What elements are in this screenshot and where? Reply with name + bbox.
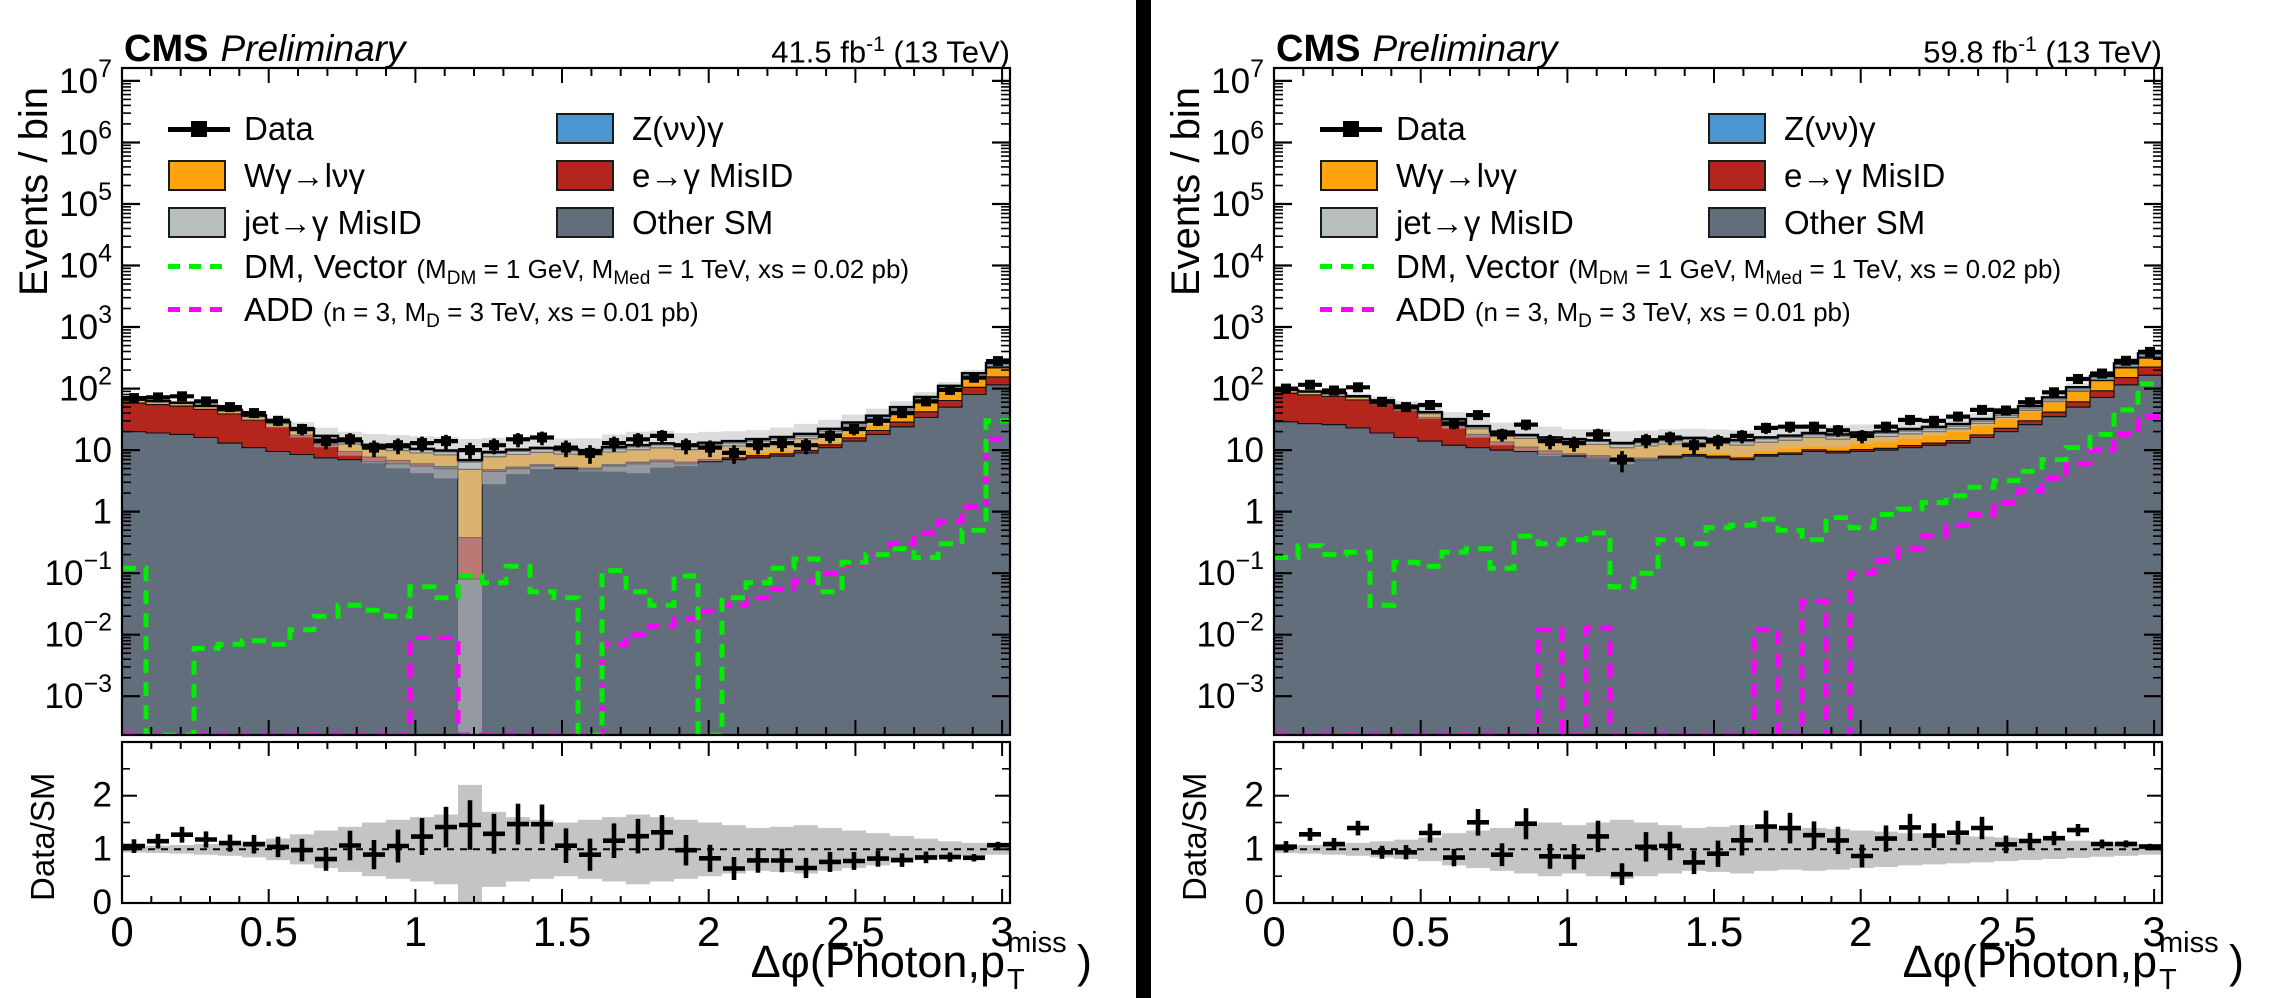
svg-text:107: 107 bbox=[59, 55, 112, 101]
svg-text:106: 106 bbox=[59, 117, 112, 163]
experiment-label: CMS bbox=[124, 28, 209, 70]
ratio-axis-title: Data/SM bbox=[1176, 772, 1213, 901]
svg-text:106: 106 bbox=[1211, 117, 1264, 163]
svg-text:2.5: 2.5 bbox=[826, 908, 884, 955]
svg-text:0.5: 0.5 bbox=[1392, 908, 1450, 955]
svg-text:107: 107 bbox=[1211, 55, 1264, 101]
status-label: Preliminary bbox=[1372, 28, 1558, 69]
svg-text:104: 104 bbox=[1211, 240, 1264, 286]
svg-text:0: 0 bbox=[1262, 908, 1285, 955]
svg-text:1.5: 1.5 bbox=[533, 908, 591, 955]
svg-text:10−1: 10−1 bbox=[45, 547, 112, 593]
svg-text:0: 0 bbox=[93, 883, 112, 922]
svg-text:3: 3 bbox=[990, 908, 1013, 955]
svg-text:103: 103 bbox=[1211, 301, 1264, 347]
y-axis-title: Events / bin bbox=[12, 86, 56, 296]
svg-text:1: 1 bbox=[1245, 493, 1264, 532]
svg-text:10: 10 bbox=[1225, 431, 1264, 470]
svg-text:1: 1 bbox=[93, 493, 112, 532]
experiment-label: CMS bbox=[1276, 28, 1361, 70]
pt-miss-symbol: miss T bbox=[2159, 927, 2219, 996]
plot-left: 107 106 105 104 103 102 10 1 10−1 10−2 10−3 0 1 2 0 0.5… bbox=[0, 0, 1132, 998]
svg-text:10−3: 10−3 bbox=[1197, 670, 1264, 716]
pt-miss-symbol: miss T bbox=[1007, 927, 1067, 996]
svg-text:0.5: 0.5 bbox=[240, 908, 298, 955]
ratio-axis-title: Data/SM bbox=[24, 772, 61, 901]
status-label: Preliminary bbox=[220, 28, 406, 69]
svg-text:2.5: 2.5 bbox=[1978, 908, 2036, 955]
svg-text:10−3: 10−3 bbox=[45, 670, 112, 716]
svg-text:1: 1 bbox=[93, 829, 112, 868]
svg-text:1: 1 bbox=[1556, 908, 1579, 955]
x-axis-title: Δφ(Photon,p miss T) bbox=[1902, 927, 2244, 996]
plot-header: CMS Preliminary bbox=[124, 28, 406, 71]
svg-text:10−2: 10−2 bbox=[1197, 609, 1264, 655]
svg-text:2: 2 bbox=[1245, 776, 1264, 815]
luminosity-label: 59.8 fb-1 (13 TeV) bbox=[1923, 33, 2162, 70]
plot-header: CMS Preliminary bbox=[1276, 28, 1558, 71]
svg-text:105: 105 bbox=[1211, 178, 1264, 224]
svg-text:104: 104 bbox=[59, 240, 112, 286]
svg-text:0: 0 bbox=[110, 908, 133, 955]
svg-text:3: 3 bbox=[2142, 908, 2165, 955]
svg-text:1: 1 bbox=[404, 908, 427, 955]
svg-text:103: 103 bbox=[59, 301, 112, 347]
svg-text:102: 102 bbox=[1211, 363, 1264, 409]
svg-text:10: 10 bbox=[73, 431, 112, 470]
svg-text:105: 105 bbox=[59, 178, 112, 224]
svg-text:1: 1 bbox=[1245, 829, 1264, 868]
svg-text:10−2: 10−2 bbox=[45, 609, 112, 655]
plot-right: 107 106 105 104 103 102 10 1 10−1 10−2 10−3 0 1 2 0 0.5… bbox=[1152, 0, 2284, 998]
svg-text:2: 2 bbox=[697, 908, 720, 955]
x-axis-title: Δφ(Photon,p miss T) bbox=[750, 927, 1092, 996]
svg-text:10−1: 10−1 bbox=[1197, 547, 1264, 593]
svg-text:2: 2 bbox=[1849, 908, 1872, 955]
svg-text:1.5: 1.5 bbox=[1685, 908, 1743, 955]
plot-divider bbox=[1136, 0, 1151, 998]
y-axis-title: Events / bin bbox=[1164, 86, 1208, 296]
svg-text:102: 102 bbox=[59, 363, 112, 409]
luminosity-label: 41.5 fb-1 (13 TeV) bbox=[771, 33, 1010, 70]
svg-text:0: 0 bbox=[1245, 883, 1264, 922]
svg-text:2: 2 bbox=[93, 776, 112, 815]
